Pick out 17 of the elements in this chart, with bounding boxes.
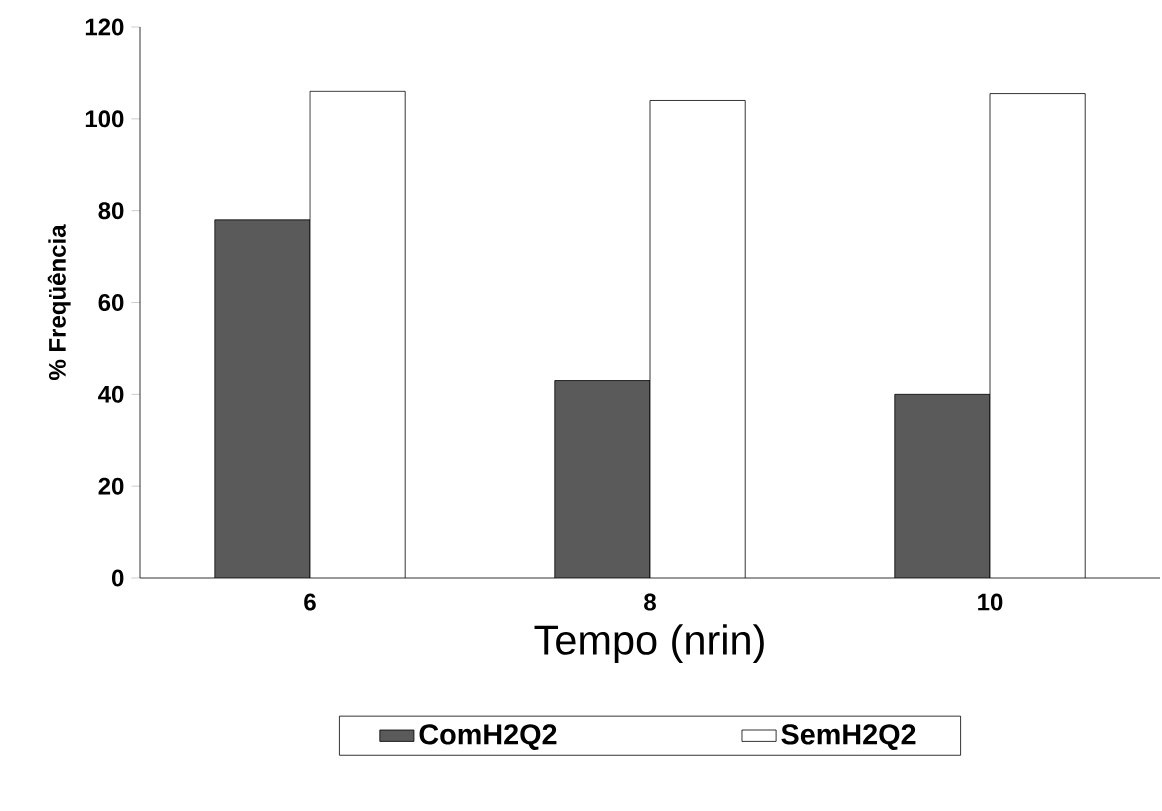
y-tick-label: 80	[98, 202, 124, 220]
bar	[894, 393, 991, 578]
y-tick-label: 40	[98, 385, 124, 403]
x-tick-label: 8	[644, 593, 656, 611]
y-tick-label: 100	[85, 110, 124, 128]
x-tick-label: 10	[978, 593, 1003, 611]
y-axis-title: % Freqüência	[47, 224, 71, 380]
y-tick-label: 60	[98, 294, 124, 311]
y-tick-label: 120	[85, 18, 124, 36]
y-tick-label: 20	[98, 477, 124, 495]
legend-label: SemH2Q2	[781, 724, 916, 750]
bar	[214, 219, 310, 578]
y-tick-label: 0	[111, 569, 124, 587]
x-axis-title: Tempo (nrin)	[534, 624, 764, 663]
legend-label: ComH2Q2	[419, 724, 557, 750]
bar	[554, 380, 651, 578]
x-tick-label: 6	[304, 593, 316, 611]
